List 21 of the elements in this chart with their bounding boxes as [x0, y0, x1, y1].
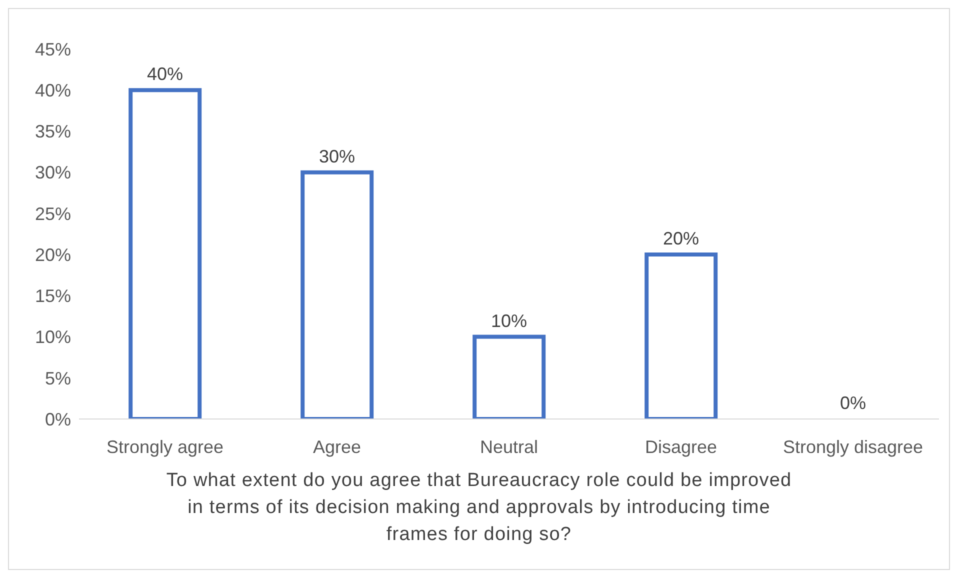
x-axis-title: To what extent do you agree that Bureaucracy role could be improved in terms of its decision making and approvals by introducing time frames for doing so?: [165, 469, 793, 547]
y-tick-label: 0%: [44, 409, 71, 430]
x-tick-label: Agree: [312, 437, 362, 457]
y-tick-label: 15%: [34, 286, 71, 306]
data-label: 10%: [490, 310, 528, 331]
x-tick-label: Strongly disagree: [782, 437, 924, 457]
data-label: 30%: [318, 146, 356, 166]
y-tick-label: 10%: [34, 327, 71, 348]
data-label: 40%: [146, 64, 184, 84]
data-label: 20%: [662, 228, 700, 249]
y-tick-label: 35%: [34, 122, 71, 142]
x-tick-label: Disagree: [644, 437, 718, 457]
data-label: 0%: [840, 393, 866, 413]
x-tick-label: Strongly agree: [106, 437, 224, 457]
y-tick-label: 45%: [34, 39, 71, 60]
x-tick-label: Neutral: [480, 437, 538, 457]
y-tick-label: 25%: [34, 204, 71, 224]
y-tick-label: 40%: [34, 80, 71, 100]
y-tick-label: 30%: [34, 162, 71, 183]
y-tick-label: 5%: [44, 368, 71, 388]
y-tick-label: 20%: [34, 244, 71, 265]
